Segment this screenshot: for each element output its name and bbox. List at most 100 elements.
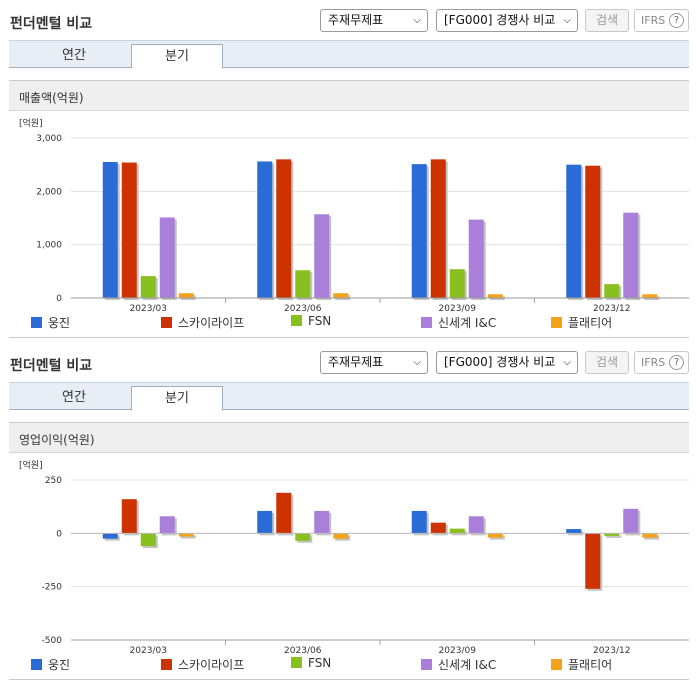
legend-label: 스카이라이프 <box>178 316 245 330</box>
statement-select[interactable]: 주재무제표 ⌵ <box>320 9 428 32</box>
y-tick-label: 250 <box>45 476 62 486</box>
legend-label: 플래티어 <box>568 658 613 672</box>
bar <box>140 276 156 298</box>
compare-select[interactable]: [FG000] 경쟁사 비교 ⌵ <box>436 351 578 374</box>
bar <box>178 293 194 298</box>
x-tick-label: 2023/03 <box>130 304 167 312</box>
bar <box>159 217 175 298</box>
bar <box>449 528 465 534</box>
help-icon[interactable]: ? <box>669 355 684 370</box>
bar <box>487 294 503 298</box>
y-axis-unit: [억원] <box>19 459 43 471</box>
revenue-chart: [억원] 0 1,000 2,000 3,000 2023/03 2023/06 2023/0… <box>19 117 689 312</box>
bar <box>430 159 446 298</box>
fundamental-panel-revenue: 펀더멘털 비교 주재무제표 ⌵ [FG000] 경쟁사 비교 ⌵ 검색 IFRS… <box>0 0 696 338</box>
statement-select-value: 주재무제표 <box>328 13 384 27</box>
panel-header: 펀더멘털 비교 주재무제표 ⌵ [FG000] 경쟁사 비교 ⌵ 검색 IFRS… <box>0 0 696 40</box>
bar <box>295 270 311 298</box>
legend-item[interactable]: FSN <box>291 656 331 670</box>
bar <box>449 269 465 298</box>
bar <box>585 533 601 589</box>
bar <box>276 159 292 298</box>
legend-label: 웅진 <box>48 658 71 672</box>
legend-item[interactable]: 웅진 <box>31 314 70 331</box>
compare-select[interactable]: [FG000] 경쟁사 비교 ⌵ <box>436 9 578 32</box>
bar <box>623 508 639 534</box>
x-tick-label: 2023/12 <box>593 304 630 312</box>
bar <box>314 214 330 298</box>
legend-swatch <box>31 317 42 328</box>
bar <box>333 533 349 539</box>
ifrs-button[interactable]: IFRS ? <box>634 9 689 32</box>
help-icon[interactable]: ? <box>669 13 684 28</box>
bar <box>604 533 620 536</box>
panel-title: 펀더멘털 비교 <box>10 16 93 32</box>
legend-item[interactable]: 플래티어 <box>551 656 612 673</box>
period-tabs: 연간 분기 <box>9 40 689 69</box>
legend-item[interactable]: FSN <box>291 314 331 328</box>
panel-header: 펀더멘털 비교 주재무제표 ⌵ [FG000] 경쟁사 비교 ⌵ 검색 IFRS… <box>0 342 696 382</box>
bar <box>178 533 194 537</box>
legend-item[interactable]: 신세계 I&C <box>421 314 496 331</box>
legend-swatch <box>161 659 172 670</box>
bar <box>314 510 330 534</box>
bar <box>487 533 503 538</box>
y-tick-label: 1,000 <box>36 241 62 251</box>
legend-label: 플래티어 <box>568 316 613 330</box>
search-button[interactable]: 검색 <box>585 9 629 32</box>
legend-item[interactable]: 플래티어 <box>551 314 612 331</box>
bar <box>140 533 156 547</box>
legend-label: 스카이라이프 <box>178 658 245 672</box>
bar <box>257 510 273 534</box>
ifrs-button[interactable]: IFRS ? <box>634 351 689 374</box>
search-button[interactable]: 검색 <box>585 351 629 374</box>
legend-swatch <box>291 315 302 326</box>
bar <box>642 294 658 298</box>
statement-select[interactable]: 주재무제표 ⌵ <box>320 351 428 374</box>
bar-shadow <box>606 535 622 538</box>
chart-header: 매출액(억원) <box>9 81 689 111</box>
legend-item[interactable]: 스카이라이프 <box>161 314 244 331</box>
chart-box: 영업이익(억원) [억원] -500 -250 0 250 2023/03 2023/06 2… <box>9 422 689 680</box>
y-tick-label: 0 <box>56 294 62 304</box>
legend-swatch <box>31 659 42 670</box>
chart-legend: 웅진 스카이라이프 FSN 신세계 I&C 플래티어 <box>9 654 689 674</box>
y-tick-label: -500 <box>42 636 63 646</box>
y-tick-label: 0 <box>56 529 62 539</box>
ifrs-label: IFRS <box>641 356 666 369</box>
compare-select-value: [FG000] 경쟁사 비교 <box>444 13 556 27</box>
statement-select-value: 주재무제표 <box>328 355 384 369</box>
legend-label: FSN <box>308 314 332 328</box>
bar <box>468 219 484 298</box>
legend-swatch <box>161 317 172 328</box>
y-tick-label: 3,000 <box>36 134 62 144</box>
bar <box>276 492 292 534</box>
fundamental-panel-operating-profit: 펀더멘털 비교 주재무제표 ⌵ [FG000] 경쟁사 비교 ⌵ 검색 IFRS… <box>0 342 696 684</box>
bar <box>430 522 446 534</box>
legend-item[interactable]: 웅진 <box>31 656 70 673</box>
x-tick-label: 2023/09 <box>439 304 477 312</box>
bar <box>333 293 349 298</box>
bar <box>121 499 137 534</box>
legend-item[interactable]: 스카이라이프 <box>161 656 244 673</box>
legend-swatch <box>421 659 432 670</box>
tab-quarterly[interactable]: 분기 <box>131 386 223 411</box>
tab-annual[interactable]: 연간 <box>62 48 86 63</box>
panel-title: 펀더멘털 비교 <box>10 358 93 374</box>
legend-label: 웅진 <box>48 316 71 330</box>
x-tick-label: 2023/09 <box>439 646 477 654</box>
legend-label: FSN <box>308 656 332 670</box>
bar <box>411 164 427 298</box>
bar <box>102 162 118 298</box>
chart-title: 매출액(억원) <box>19 91 84 105</box>
chart-legend: 웅진 스카이라이프 FSN 신세계 I&C 플래티어 <box>9 312 689 332</box>
bar <box>295 533 311 541</box>
ifrs-label: IFRS <box>641 14 666 27</box>
tab-annual[interactable]: 연간 <box>62 390 86 405</box>
bar <box>642 533 658 538</box>
legend-swatch <box>551 317 562 328</box>
legend-swatch <box>421 317 432 328</box>
tab-quarterly[interactable]: 분기 <box>131 44 223 69</box>
legend-item[interactable]: 신세계 I&C <box>421 656 496 673</box>
y-axis-unit: [억원] <box>19 117 43 129</box>
